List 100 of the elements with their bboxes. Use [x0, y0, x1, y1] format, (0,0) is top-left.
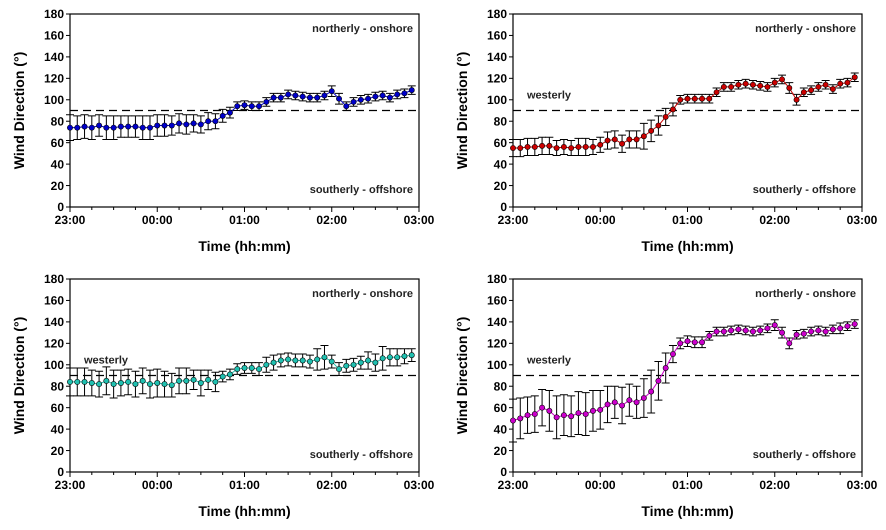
- x-tick-label: 02:00: [759, 478, 790, 492]
- point: [125, 378, 132, 385]
- point: [263, 362, 270, 368]
- x-tick-label: 23:00: [54, 213, 86, 227]
- point: [132, 381, 138, 388]
- x-axis-title: Time (hh:mm): [198, 238, 291, 254]
- y-axis-title: Wind Direction (°): [11, 52, 27, 170]
- annotation: northerly - onshore: [755, 288, 856, 300]
- annotation: southerly - offshore: [310, 184, 413, 196]
- point: [103, 378, 110, 384]
- y-tick-label: 180: [486, 272, 508, 286]
- y-tick-label: 160: [486, 28, 508, 43]
- y-tick-label: 140: [44, 315, 64, 330]
- y-tick-label: 160: [44, 28, 64, 43]
- x-tick-label: 00:00: [142, 213, 173, 227]
- x-tick-label: 00:00: [584, 478, 616, 492]
- point: [168, 382, 175, 388]
- y-tick-label: 120: [44, 72, 64, 86]
- y-tick-label: 40: [50, 422, 64, 436]
- y-tick-label: 140: [486, 50, 508, 64]
- annotation: northerly - onshore: [312, 23, 413, 35]
- x-tick-label: 23:00: [498, 213, 529, 227]
- point: [394, 354, 400, 360]
- y-tick-label: 20: [50, 178, 64, 193]
- x-tick-label: 02:00: [316, 478, 348, 492]
- y-tick-label: 60: [50, 400, 64, 415]
- y-tick-label: 120: [486, 336, 508, 351]
- annotation: southerly - offshore: [752, 184, 856, 196]
- point: [372, 360, 378, 366]
- point: [110, 381, 117, 388]
- y-tick-label: 100: [44, 358, 64, 372]
- y-tick-label: 100: [486, 92, 508, 107]
- x-tick-label: 03:00: [404, 478, 435, 492]
- y-tick-label: 160: [486, 294, 508, 308]
- x-axis-title: Time (hh:mm): [641, 238, 734, 254]
- x-tick-label: 01:00: [672, 213, 704, 227]
- point: [183, 378, 190, 384]
- y-tick-label: 140: [44, 50, 64, 64]
- point: [270, 360, 277, 366]
- point: [154, 380, 160, 386]
- point: [402, 353, 408, 360]
- x-tick-label: 01:00: [672, 478, 704, 492]
- x-tick-label: 02:00: [759, 213, 790, 227]
- annotation: northerly - onshore: [755, 23, 856, 35]
- y-tick-label: 60: [50, 136, 64, 150]
- x-tick-label: 00:00: [142, 478, 173, 492]
- annotation: westerly: [526, 354, 572, 366]
- y-tick-label: 180: [44, 272, 64, 286]
- x-tick-label: 23:00: [54, 478, 86, 492]
- point: [162, 381, 168, 388]
- y-tick-label: 0: [57, 465, 64, 480]
- y-tick-label: 180: [44, 7, 64, 22]
- x-tick-label: 01:00: [229, 213, 260, 227]
- annotation: northerly - onshore: [312, 288, 413, 300]
- point: [67, 378, 73, 385]
- y-axis-title: Wind Direction (°): [454, 52, 470, 170]
- x-tick-label: 02:00: [316, 213, 348, 227]
- y-tick-label: 20: [494, 444, 508, 458]
- y-tick-label: 40: [494, 422, 508, 436]
- y-tick-label: 60: [494, 400, 508, 415]
- x-tick-label: 00:00: [584, 213, 616, 227]
- y-tick-label: 160: [44, 294, 64, 308]
- point: [380, 355, 386, 362]
- x-tick-label: 01:00: [229, 478, 260, 492]
- x-tick-label: 23:00: [498, 478, 529, 492]
- point: [96, 381, 102, 388]
- y-axis-title: Wind Direction (°): [11, 316, 27, 434]
- point: [176, 378, 182, 384]
- point: [205, 376, 212, 383]
- point: [147, 381, 153, 388]
- point: [140, 378, 146, 384]
- annotation: southerly - offshore: [752, 449, 856, 461]
- annotation: westerly: [83, 354, 129, 366]
- point: [365, 358, 372, 364]
- point: [212, 378, 218, 385]
- y-tick-label: 180: [486, 7, 508, 22]
- y-tick-label: 40: [494, 157, 508, 172]
- point: [190, 376, 197, 383]
- point: [386, 354, 393, 360]
- y-tick-label: 60: [494, 136, 508, 150]
- annotation: westerly: [526, 90, 572, 102]
- y-tick-label: 0: [500, 465, 508, 480]
- x-tick-label: 03:00: [846, 478, 878, 492]
- y-tick-label: 120: [486, 72, 508, 86]
- y-tick-label: 80: [50, 379, 64, 394]
- y-axis-title: Wind Direction (°): [454, 316, 470, 434]
- y-tick-label: 20: [50, 444, 64, 458]
- point: [74, 378, 80, 385]
- x-axis-title: Time (hh:mm): [198, 503, 291, 519]
- y-tick-label: 0: [500, 200, 508, 214]
- y-tick-label: 40: [50, 157, 64, 172]
- y-tick-label: 140: [486, 315, 508, 330]
- point: [88, 380, 95, 386]
- x-tick-label: 03:00: [404, 213, 435, 227]
- x-tick-label: 03:00: [846, 213, 878, 227]
- y-tick-label: 100: [44, 92, 64, 107]
- y-tick-label: 80: [50, 114, 64, 128]
- point: [118, 380, 124, 386]
- y-tick-label: 80: [494, 379, 508, 394]
- annotation: southerly - offshore: [310, 449, 413, 461]
